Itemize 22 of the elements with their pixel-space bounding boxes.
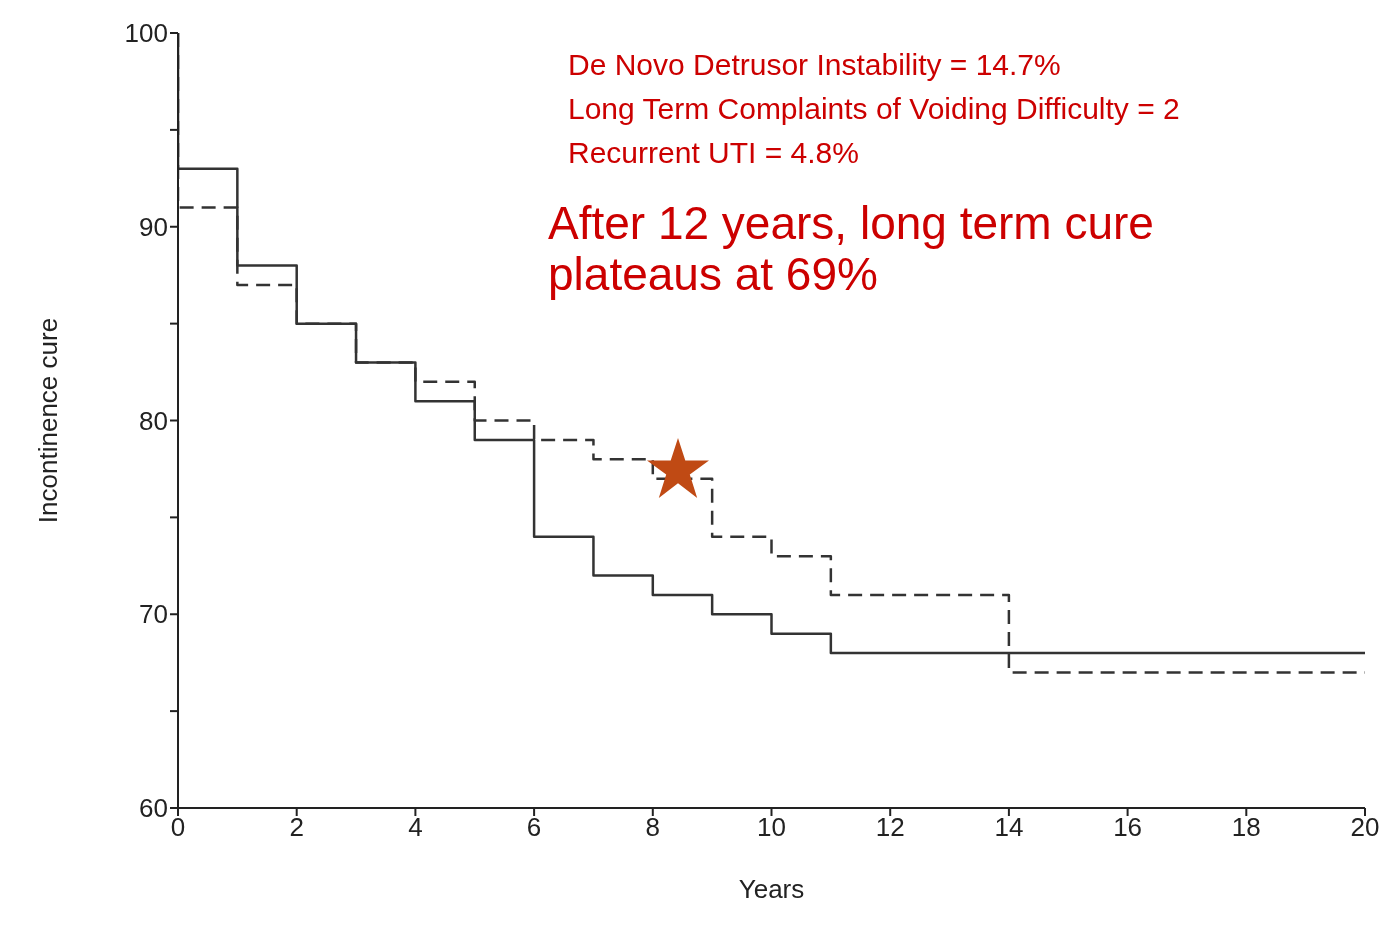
x-tick-label: 14 bbox=[994, 812, 1024, 843]
y-tick-label: 60 bbox=[139, 793, 168, 824]
y-tick-label: 80 bbox=[139, 405, 168, 436]
x-tick-label: 10 bbox=[757, 812, 786, 843]
x-tick-label: 16 bbox=[1113, 812, 1143, 843]
y-tick-label: 90 bbox=[139, 211, 168, 242]
y-axis-title: Incontinence cure bbox=[33, 317, 64, 524]
annotation: Recurrent UTI = 4.8% bbox=[568, 136, 859, 169]
x-tick-label: 8 bbox=[645, 812, 661, 843]
annotation: After 12 years, long term cure plateaus at 69% bbox=[548, 197, 1155, 300]
x-tick-label: 18 bbox=[1231, 812, 1261, 843]
x-tick-label: 2 bbox=[289, 812, 304, 843]
annotation: De Novo Detrusor Instability = 14.7% bbox=[568, 48, 1061, 81]
x-tick-label: 4 bbox=[408, 812, 423, 843]
x-tick-label: 20 bbox=[1350, 812, 1380, 843]
x-tick-label: 12 bbox=[875, 812, 905, 843]
y-tick-label: 100 bbox=[124, 18, 168, 49]
x-tick-label: 6 bbox=[526, 812, 542, 843]
annotation: Long Term Complaints of Voiding Difficulty = 2 bbox=[568, 92, 1180, 125]
y-tick-label: 70 bbox=[139, 599, 168, 630]
x-tick-label: 0 bbox=[170, 812, 186, 843]
x-axis-title: Years bbox=[738, 874, 805, 904]
